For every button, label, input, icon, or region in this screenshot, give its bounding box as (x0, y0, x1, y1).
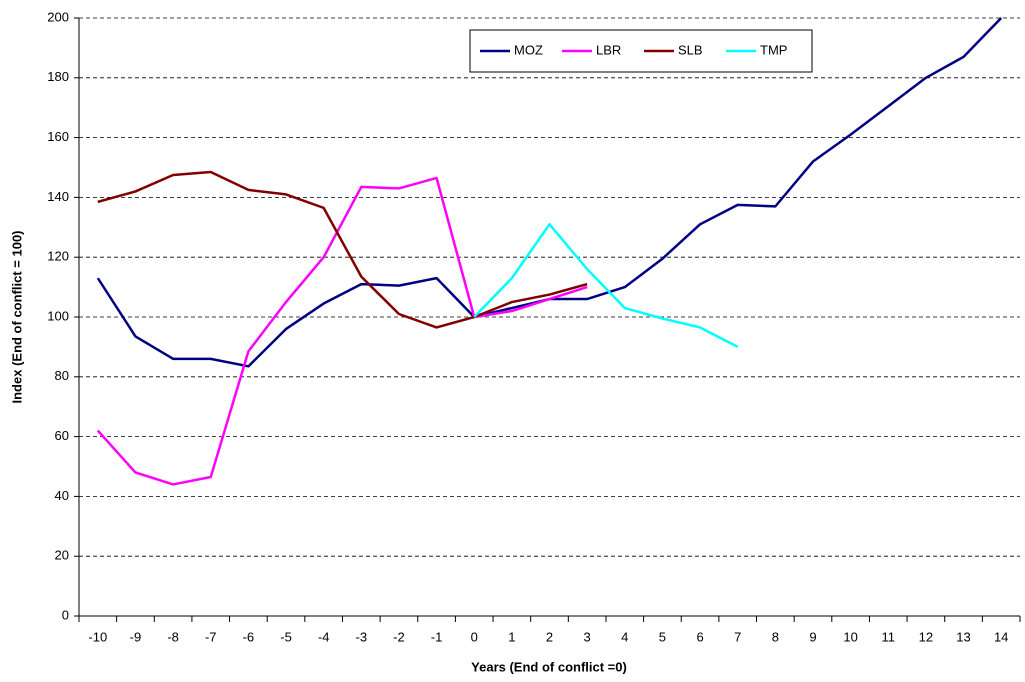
x-tick-label: 3 (584, 629, 591, 644)
series-line (97, 170, 588, 329)
x-tick-label: 6 (696, 629, 703, 644)
series-line (473, 223, 739, 349)
x-tick-label: -6 (243, 629, 255, 644)
x-tick-label: 2 (546, 629, 553, 644)
x-tick-label: -2 (393, 629, 405, 644)
x-tick-label: 4 (621, 629, 628, 644)
legend-label: LBR (596, 42, 621, 57)
x-tick-label: -4 (318, 629, 330, 644)
x-tick-label: -5 (280, 629, 292, 644)
y-tick-label: 20 (55, 548, 69, 563)
y-tick-label: 60 (55, 428, 69, 443)
legend-label: SLB (678, 42, 703, 57)
x-tick-label: -9 (130, 629, 142, 644)
y-tick-label: 180 (47, 69, 69, 84)
x-tick-label: -10 (88, 629, 107, 644)
x-tick-label: 13 (956, 629, 970, 644)
x-tick-label: 7 (734, 629, 741, 644)
legend-label: MOZ (514, 42, 543, 57)
y-tick-label: 140 (47, 189, 69, 204)
series-line (96, 176, 588, 486)
x-tick-label: 12 (919, 629, 933, 644)
y-tick-label: 200 (47, 9, 69, 24)
x-tick-label: 5 (659, 629, 666, 644)
y-tick-label: 120 (47, 249, 69, 264)
y-tick-label: 80 (55, 368, 69, 383)
y-tick-label: 160 (47, 129, 69, 144)
x-tick-label: -1 (431, 629, 443, 644)
x-tick-label: 0 (471, 629, 478, 644)
y-tick-label: 40 (55, 488, 69, 503)
x-tick-label: -8 (167, 629, 179, 644)
y-tick-label: 0 (62, 607, 69, 622)
x-tick-label: 9 (809, 629, 816, 644)
y-tick-label: 100 (47, 308, 69, 323)
x-tick-label: -7 (205, 629, 217, 644)
y-axis-title: Index (End of conflict = 100) (9, 231, 24, 404)
x-tick-label: 14 (994, 629, 1008, 644)
x-tick-label: 1 (508, 629, 515, 644)
x-tick-label: 8 (772, 629, 779, 644)
x-axis-title: Years (End of conflict =0) (471, 659, 627, 674)
x-tick-label: -3 (356, 629, 368, 644)
x-tick-label: 11 (882, 629, 896, 644)
legend-label: TMP (760, 42, 787, 57)
x-tick-label: 10 (843, 629, 857, 644)
